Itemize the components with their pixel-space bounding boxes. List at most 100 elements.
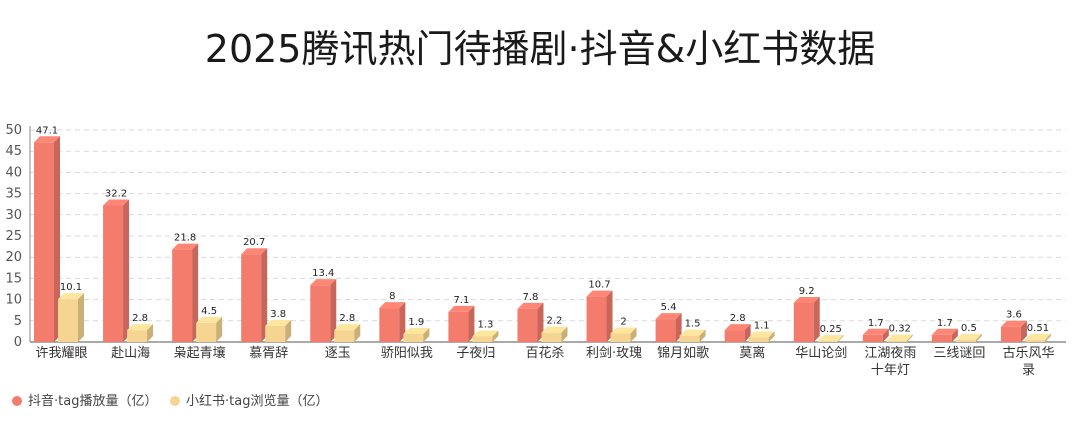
bar-side [216, 316, 223, 342]
bar-side [630, 327, 637, 342]
bar-front [472, 336, 493, 342]
data-label: 1.5 [685, 319, 701, 330]
bar-top [586, 290, 613, 297]
y-tick-label: 25 [5, 229, 22, 244]
bar-side [906, 334, 913, 342]
legend-item: 小红书·tag浏览量（亿） [170, 393, 328, 409]
data-label: 32.2 [105, 188, 127, 199]
bar-side [951, 328, 958, 342]
bar [655, 313, 682, 342]
x-tick-label: 华山论剑 [795, 345, 847, 361]
bar-side [768, 331, 775, 342]
bar-top [103, 199, 130, 206]
data-label: 1.7 [937, 318, 953, 329]
bar [586, 290, 613, 342]
data-label: 0.51 [1027, 323, 1049, 334]
bar-front [1024, 339, 1045, 342]
bar-side [285, 319, 292, 342]
bar-front [586, 296, 607, 342]
data-label: 4.5 [201, 306, 217, 317]
data-label: 1.7 [868, 318, 884, 329]
y-tick-label: 5 [14, 314, 22, 329]
x-tick-label: 许我耀眼 [36, 346, 88, 361]
bar-top [955, 333, 982, 340]
x-tick-label: 十年灯 [871, 363, 910, 378]
bar-top [1000, 320, 1027, 327]
bar [34, 136, 60, 342]
data-label: 2 [620, 317, 626, 328]
data-label: 0.5 [961, 323, 977, 334]
y-tick-label: 50 [5, 123, 22, 138]
bar-side [54, 136, 60, 342]
bar-top [127, 324, 154, 331]
data-labels: 47.1 10.1 32.2 2.8 21.8 4.5 20.7 3.8 13.4 2.8 8 1.9… [36, 125, 1049, 335]
y-tick-label: 45 [5, 144, 22, 159]
y-tick-label: 15 [5, 271, 22, 286]
data-label: 20.7 [243, 237, 265, 248]
x-tick-label: 骄阳似我 [381, 346, 433, 361]
bar-side [606, 290, 613, 342]
chart-credit: *做表人:O.G金鱼 *统计时间:2025.7.13 [718, 91, 982, 108]
bar-top [172, 243, 199, 250]
x-tick-label: 慕胥辞 [249, 346, 288, 361]
bar-side [330, 279, 337, 342]
legend-item: 抖音·tag播放量（亿） [12, 393, 157, 409]
bar-front [748, 337, 769, 342]
bar-front [310, 285, 331, 342]
bar-front [403, 333, 424, 342]
bar [172, 243, 199, 342]
bar [748, 331, 775, 342]
bar-front [379, 308, 400, 342]
bar [955, 333, 982, 342]
bar-top [241, 248, 268, 255]
bar-side [1020, 320, 1027, 342]
bar-top [517, 302, 544, 309]
bar-front [241, 254, 262, 342]
bar-side [1044, 333, 1051, 342]
bar [265, 319, 292, 342]
bar [448, 305, 475, 342]
bar-top [931, 328, 958, 335]
bar-top [334, 324, 361, 331]
bar-front [334, 330, 355, 342]
bar [379, 302, 406, 342]
bar-front [448, 311, 469, 342]
y-tick-label: 40 [5, 165, 22, 180]
bar [103, 199, 130, 342]
bar-front [655, 319, 676, 342]
data-label: 2.8 [339, 313, 355, 324]
bar-front [610, 333, 631, 342]
data-label: 2.8 [132, 313, 148, 324]
bar-front [679, 335, 700, 342]
bar-side [354, 324, 361, 342]
x-tick-label: 逐玉 [325, 346, 351, 361]
bar-side [147, 324, 154, 342]
bar-front [955, 339, 976, 342]
bar [817, 334, 844, 342]
data-label: 1.1 [754, 320, 770, 331]
bar-top [58, 293, 84, 300]
data-label: 10.7 [588, 280, 610, 291]
data-label: 2.8 [730, 313, 746, 324]
bar-top [472, 330, 499, 337]
bar-front [103, 205, 124, 342]
data-label: 7.8 [523, 292, 539, 303]
bar-side [699, 329, 706, 342]
bar-top [679, 329, 706, 336]
bars [34, 136, 1051, 342]
bar [862, 328, 889, 342]
bar-side [468, 305, 475, 342]
data-label: 3.8 [270, 309, 286, 320]
bar-top [724, 324, 751, 331]
data-label: 0.32 [889, 324, 911, 335]
x-tick-label: 江湖夜雨 [864, 346, 916, 361]
bar-side [561, 326, 568, 342]
bar [610, 327, 637, 342]
bar-side [882, 328, 889, 342]
x-tick-label: 利剑·玫瑰 [586, 345, 642, 361]
y-tick-label: 0 [14, 335, 22, 350]
data-label: 8 [389, 291, 395, 302]
legend-label: 小红书·tag浏览量（亿） [186, 393, 328, 409]
bar-top [1024, 333, 1051, 340]
